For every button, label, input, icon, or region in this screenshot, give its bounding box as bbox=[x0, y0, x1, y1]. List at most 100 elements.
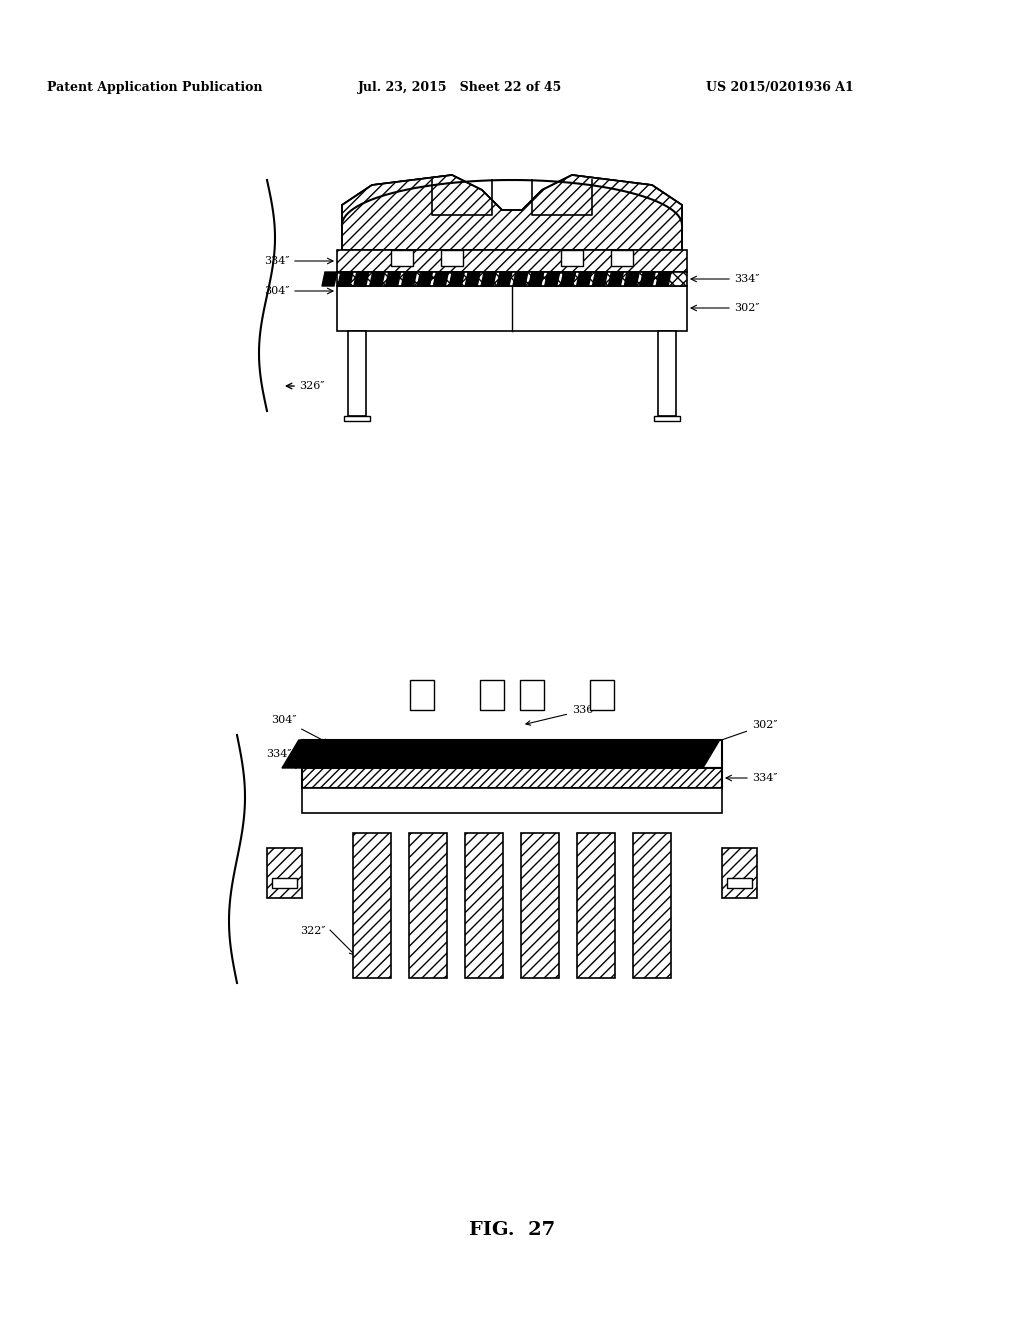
Polygon shape bbox=[584, 741, 614, 768]
Text: Jul. 23, 2015   Sheet 22 of 45: Jul. 23, 2015 Sheet 22 of 45 bbox=[357, 82, 562, 95]
Polygon shape bbox=[370, 272, 385, 286]
Bar bbox=[337, 272, 687, 286]
Polygon shape bbox=[360, 741, 391, 768]
Polygon shape bbox=[466, 741, 497, 768]
Bar bbox=[465, 833, 503, 978]
Polygon shape bbox=[640, 272, 655, 286]
Text: 334″: 334″ bbox=[752, 774, 777, 783]
Polygon shape bbox=[497, 272, 512, 286]
Bar bbox=[337, 249, 687, 272]
Polygon shape bbox=[649, 741, 680, 768]
Bar bbox=[480, 680, 504, 710]
Bar bbox=[348, 331, 366, 416]
Polygon shape bbox=[624, 741, 654, 768]
Bar bbox=[658, 331, 676, 416]
Bar bbox=[577, 833, 615, 978]
Bar bbox=[561, 249, 583, 267]
Bar bbox=[353, 833, 391, 978]
Polygon shape bbox=[450, 272, 464, 286]
Text: 334″: 334″ bbox=[266, 748, 292, 759]
Polygon shape bbox=[663, 741, 693, 768]
Polygon shape bbox=[505, 741, 536, 768]
Polygon shape bbox=[625, 272, 639, 286]
Text: US 2015/0201936 A1: US 2015/0201936 A1 bbox=[707, 82, 854, 95]
Polygon shape bbox=[608, 272, 624, 286]
Polygon shape bbox=[354, 272, 369, 286]
Polygon shape bbox=[386, 272, 400, 286]
Polygon shape bbox=[518, 741, 549, 768]
Text: 334″: 334″ bbox=[264, 256, 290, 267]
Polygon shape bbox=[342, 176, 682, 249]
Bar bbox=[302, 741, 722, 768]
Polygon shape bbox=[433, 272, 449, 286]
Bar bbox=[441, 249, 463, 267]
Polygon shape bbox=[374, 741, 404, 768]
Polygon shape bbox=[513, 272, 528, 286]
Polygon shape bbox=[610, 741, 641, 768]
Polygon shape bbox=[528, 272, 544, 286]
Bar bbox=[654, 416, 680, 421]
Text: 334″: 334″ bbox=[734, 275, 760, 284]
Polygon shape bbox=[570, 741, 601, 768]
Polygon shape bbox=[418, 272, 432, 286]
Bar bbox=[391, 249, 413, 267]
Polygon shape bbox=[465, 272, 480, 286]
Text: 304″: 304″ bbox=[271, 715, 329, 743]
Polygon shape bbox=[593, 272, 607, 286]
Text: 326″: 326″ bbox=[299, 381, 325, 391]
Polygon shape bbox=[426, 741, 457, 768]
Bar bbox=[521, 833, 559, 978]
Polygon shape bbox=[597, 741, 628, 768]
Text: Patent Application Publication: Patent Application Publication bbox=[47, 82, 263, 95]
Polygon shape bbox=[531, 741, 562, 768]
Polygon shape bbox=[636, 741, 668, 768]
Polygon shape bbox=[414, 741, 444, 768]
Bar bbox=[267, 847, 302, 898]
Bar bbox=[302, 788, 722, 813]
Text: 302″: 302″ bbox=[734, 304, 760, 313]
Bar bbox=[727, 878, 752, 888]
Bar bbox=[633, 833, 671, 978]
Polygon shape bbox=[689, 741, 720, 768]
Text: FIG.  27: FIG. 27 bbox=[469, 1221, 555, 1239]
Polygon shape bbox=[577, 272, 592, 286]
Bar bbox=[520, 680, 544, 710]
Polygon shape bbox=[338, 272, 353, 286]
Polygon shape bbox=[322, 741, 352, 768]
Polygon shape bbox=[439, 741, 470, 768]
Polygon shape bbox=[545, 741, 575, 768]
Polygon shape bbox=[453, 741, 483, 768]
Polygon shape bbox=[401, 272, 417, 286]
Bar bbox=[410, 680, 434, 710]
Polygon shape bbox=[347, 741, 379, 768]
Polygon shape bbox=[308, 741, 339, 768]
Polygon shape bbox=[656, 272, 671, 286]
Bar bbox=[409, 833, 447, 978]
Polygon shape bbox=[400, 741, 431, 768]
Text: 322″: 322″ bbox=[300, 927, 326, 936]
Bar bbox=[302, 768, 722, 788]
Polygon shape bbox=[342, 176, 682, 249]
Polygon shape bbox=[335, 741, 366, 768]
Polygon shape bbox=[295, 741, 326, 768]
Text: 302″: 302″ bbox=[711, 719, 777, 744]
Bar bbox=[344, 416, 370, 421]
Polygon shape bbox=[676, 741, 707, 768]
Polygon shape bbox=[558, 741, 589, 768]
Polygon shape bbox=[545, 272, 560, 286]
Polygon shape bbox=[481, 272, 496, 286]
Bar bbox=[272, 878, 297, 888]
Polygon shape bbox=[492, 741, 523, 768]
Polygon shape bbox=[387, 741, 418, 768]
Polygon shape bbox=[282, 741, 312, 768]
Text: 336″: 336″ bbox=[526, 705, 597, 725]
Text: 304″: 304″ bbox=[264, 286, 290, 296]
Polygon shape bbox=[560, 272, 575, 286]
Bar bbox=[722, 847, 757, 898]
Polygon shape bbox=[322, 272, 337, 286]
Polygon shape bbox=[479, 741, 510, 768]
Bar bbox=[590, 680, 614, 710]
Text: 336″: 336″ bbox=[377, 304, 402, 313]
Bar bbox=[337, 286, 687, 331]
Bar bbox=[611, 249, 633, 267]
